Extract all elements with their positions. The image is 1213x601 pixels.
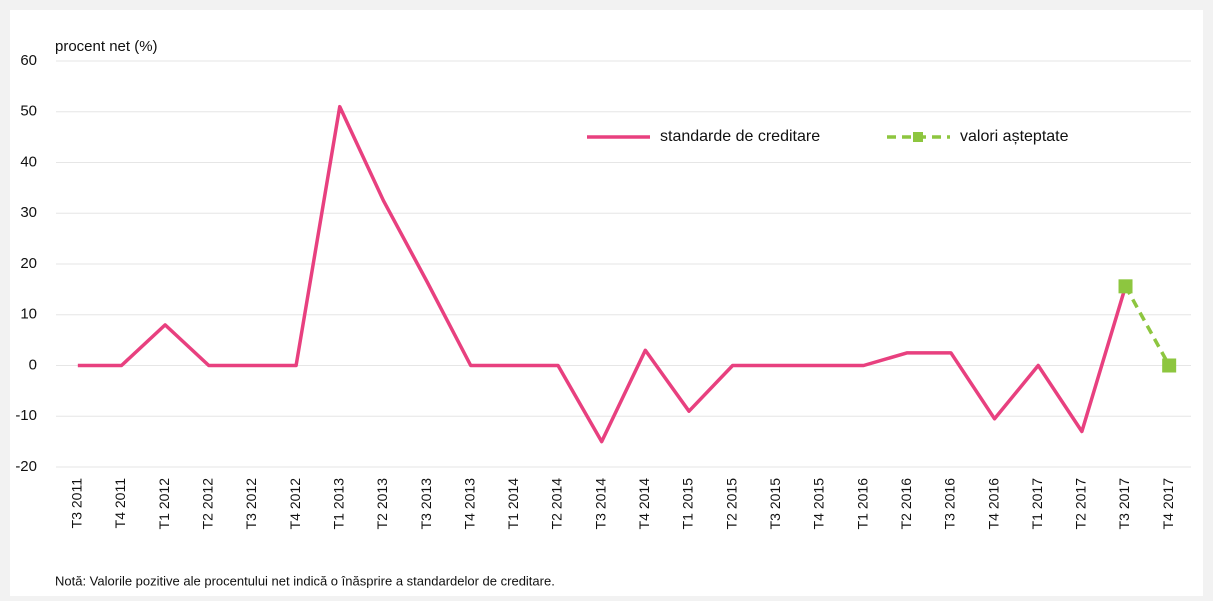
x-tick-label: T3 2017 bbox=[1116, 478, 1132, 530]
note: Notă: Valorile pozitive ale procentului … bbox=[55, 573, 555, 588]
x-tick-label: T2 2017 bbox=[1073, 478, 1089, 530]
x-tick-label: T3 2016 bbox=[942, 478, 958, 530]
point-marker bbox=[1118, 279, 1133, 294]
x-tick-label: T3 2011 bbox=[69, 478, 85, 529]
x-tick-label: T2 2014 bbox=[549, 478, 565, 530]
y-tick-label: 0 bbox=[29, 356, 37, 373]
x-tick-label: T1 2015 bbox=[680, 478, 696, 530]
series-line bbox=[1123, 285, 1171, 367]
legend-label: valori așteptate bbox=[960, 128, 1069, 145]
x-tick-label: T2 2012 bbox=[199, 478, 215, 530]
y-tick-label: -20 bbox=[15, 458, 37, 475]
chart-panel bbox=[10, 10, 1203, 596]
x-tick-label: T4 2014 bbox=[636, 478, 652, 530]
x-tick-label: T4 2011 bbox=[112, 478, 128, 529]
x-tick-label: T4 2015 bbox=[811, 478, 827, 530]
x-tick-label: T3 2013 bbox=[418, 478, 434, 530]
x-tick-label: T1 2016 bbox=[854, 478, 870, 530]
x-tick-label: T1 2014 bbox=[505, 478, 521, 530]
legend-label: standarde de creditare bbox=[660, 128, 820, 145]
x-tick-label: T2 2016 bbox=[898, 478, 914, 530]
x-tick-label: T3 2012 bbox=[243, 478, 259, 530]
x-tick-label: T4 2013 bbox=[461, 478, 477, 530]
y-tick-label: 30 bbox=[20, 204, 37, 221]
y-tick-label: 40 bbox=[20, 153, 37, 170]
y-axis-label: procent net (%) bbox=[55, 38, 158, 55]
x-tick-label: T4 2016 bbox=[985, 478, 1001, 530]
x-tick-label: T2 2015 bbox=[723, 478, 739, 530]
x-tick-label: T4 2017 bbox=[1160, 478, 1176, 530]
y-tick-label: 60 bbox=[20, 52, 37, 69]
y-tick-label: 20 bbox=[20, 255, 37, 272]
x-tick-label: T1 2013 bbox=[330, 478, 346, 530]
y-tick-label: 50 bbox=[20, 103, 37, 120]
x-tick-label: T3 2015 bbox=[767, 478, 783, 530]
x-tick-label: T3 2014 bbox=[592, 478, 608, 530]
y-tick-label: 10 bbox=[20, 306, 37, 323]
x-tick-label: T4 2012 bbox=[287, 478, 303, 530]
series-line bbox=[77, 104, 1128, 444]
y-tick-label: -10 bbox=[15, 407, 37, 424]
x-tick-label: T2 2013 bbox=[374, 478, 390, 530]
point-marker bbox=[1162, 358, 1177, 373]
x-tick-label: T1 2017 bbox=[1029, 478, 1045, 530]
legend-marker bbox=[913, 132, 923, 142]
x-tick-label: T1 2012 bbox=[156, 478, 172, 530]
